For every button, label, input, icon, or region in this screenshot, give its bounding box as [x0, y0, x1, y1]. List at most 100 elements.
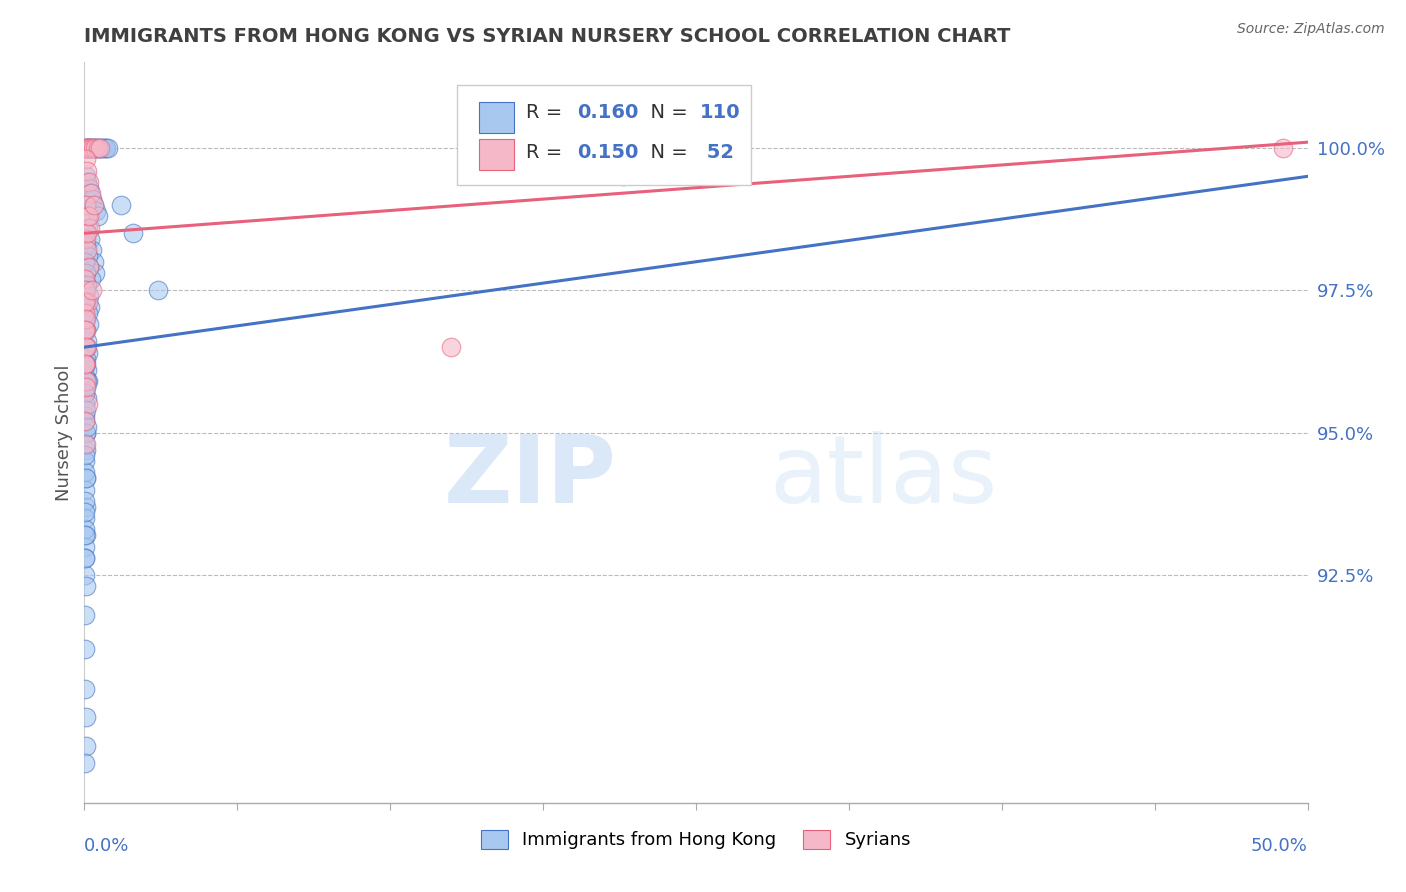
- Point: [76, 363, 98, 377]
- Point: [75, 306, 97, 320]
- Point: [73, 340, 96, 354]
- Point: [93, 141, 115, 155]
- Point: [80, 141, 103, 155]
- Bar: [479, 138, 513, 169]
- Point: [122, 227, 145, 241]
- Point: [77, 289, 100, 303]
- Point: [73, 437, 96, 451]
- Point: [84, 203, 107, 218]
- Point: [84, 141, 107, 155]
- Text: 0.150: 0.150: [578, 144, 638, 162]
- Point: [75, 141, 97, 155]
- Point: [89, 141, 111, 155]
- Point: [75, 294, 97, 309]
- Point: [77, 141, 100, 155]
- Point: [75, 739, 97, 753]
- Point: [75, 642, 97, 657]
- Point: [87, 141, 110, 155]
- Point: [76, 420, 98, 434]
- Point: [83, 198, 105, 212]
- Point: [75, 500, 97, 514]
- Point: [612, 169, 634, 184]
- Text: 0.0%: 0.0%: [84, 837, 129, 855]
- Point: [75, 227, 97, 241]
- Point: [75, 357, 97, 371]
- Text: 110: 110: [700, 103, 741, 121]
- Point: [82, 192, 104, 206]
- Point: [77, 220, 100, 235]
- Point: [76, 227, 98, 241]
- Point: [77, 141, 100, 155]
- Point: [77, 175, 100, 189]
- Point: [75, 471, 97, 485]
- Point: [76, 277, 98, 292]
- Point: [82, 141, 104, 155]
- Point: [87, 141, 110, 155]
- Point: [75, 198, 97, 212]
- Bar: [479, 102, 513, 133]
- Point: [75, 579, 97, 593]
- Point: [76, 175, 98, 189]
- Point: [76, 163, 98, 178]
- Point: [83, 141, 105, 155]
- Point: [1272, 141, 1295, 155]
- Text: 52: 52: [700, 144, 734, 162]
- Point: [79, 301, 101, 315]
- Point: [75, 756, 97, 770]
- Point: [75, 385, 97, 400]
- Point: [75, 153, 97, 167]
- Point: [87, 209, 110, 223]
- Point: [73, 357, 96, 371]
- Point: [75, 380, 97, 394]
- Point: [75, 511, 97, 525]
- Y-axis label: Nursery School: Nursery School: [55, 364, 73, 501]
- Point: [80, 244, 103, 258]
- Point: [77, 209, 100, 223]
- Point: [75, 340, 97, 354]
- Text: Source: ZipAtlas.com: Source: ZipAtlas.com: [1237, 22, 1385, 37]
- Point: [73, 505, 96, 519]
- Point: [75, 540, 97, 554]
- Point: [110, 198, 132, 212]
- Point: [75, 357, 97, 371]
- Point: [73, 494, 96, 508]
- Text: 0.160: 0.160: [578, 103, 638, 121]
- Point: [77, 346, 100, 360]
- Point: [73, 550, 96, 565]
- Point: [79, 232, 101, 246]
- Point: [75, 323, 97, 337]
- Point: [75, 237, 97, 252]
- Point: [75, 141, 97, 155]
- Point: [75, 471, 97, 485]
- Point: [76, 397, 98, 411]
- Point: [97, 141, 120, 155]
- Point: [75, 283, 97, 297]
- Point: [77, 180, 100, 194]
- Point: [76, 141, 98, 155]
- Point: [80, 272, 103, 286]
- Legend: Immigrants from Hong Kong, Syrians: Immigrants from Hong Kong, Syrians: [474, 823, 918, 856]
- Point: [75, 528, 97, 542]
- Point: [75, 550, 97, 565]
- Point: [75, 323, 97, 337]
- Point: [75, 323, 97, 337]
- Point: [76, 375, 98, 389]
- Point: [83, 198, 105, 212]
- Point: [73, 523, 96, 537]
- Point: [89, 141, 111, 155]
- Point: [76, 392, 98, 406]
- Point: [75, 254, 97, 268]
- Point: [75, 409, 97, 423]
- Point: [75, 311, 97, 326]
- Point: [76, 306, 98, 320]
- Point: [75, 323, 97, 337]
- Point: [73, 568, 96, 582]
- Point: [75, 232, 97, 246]
- Text: ZIP: ZIP: [443, 431, 616, 523]
- Point: [75, 483, 97, 497]
- FancyBboxPatch shape: [457, 85, 751, 185]
- Point: [80, 141, 103, 155]
- Point: [75, 437, 97, 451]
- Point: [75, 351, 97, 366]
- Point: [75, 375, 97, 389]
